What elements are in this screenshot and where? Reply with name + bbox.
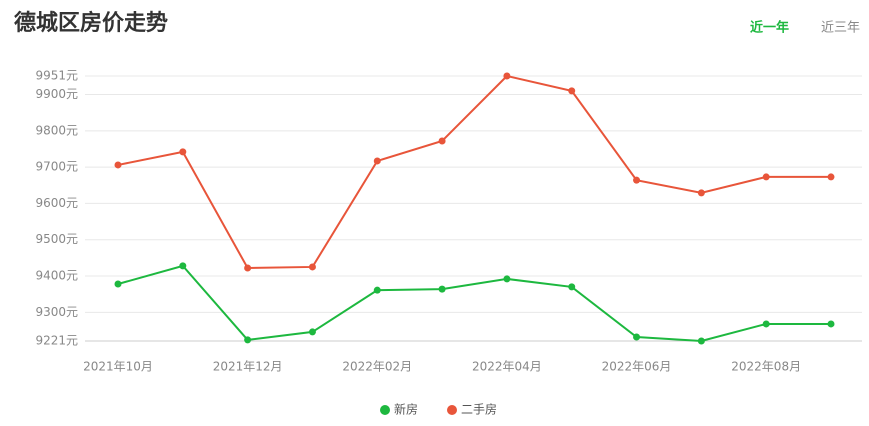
- tab[interactable]: 近三年: [821, 21, 860, 36]
- x-tick-label: 2022年02月: [342, 360, 412, 374]
- data-point: [633, 176, 641, 184]
- data-point: [697, 337, 705, 345]
- data-point: [633, 333, 641, 341]
- x-tick-label: 2021年10月: [83, 360, 153, 374]
- data-point: [308, 263, 316, 271]
- series-line: [117, 264, 831, 343]
- x-tick-label: 2022年06月: [602, 360, 672, 374]
- y-tick-label: 9300元: [35, 305, 78, 319]
- data-point: [179, 148, 187, 156]
- x-tick-label: 2022年04月: [472, 360, 542, 374]
- chart-title: 德城区房价走势: [14, 10, 168, 36]
- legend-label: 二手房: [461, 402, 497, 417]
- legend-marker: [447, 405, 457, 415]
- data-point: [568, 283, 576, 291]
- data-point: [503, 275, 511, 283]
- data-point: [762, 320, 770, 328]
- data-point: [697, 189, 705, 197]
- data-point: [373, 157, 381, 165]
- y-tick-label: 9951元: [35, 69, 78, 83]
- y-tick-label: 9900元: [35, 87, 78, 101]
- data-point: [438, 285, 446, 293]
- data-point: [503, 72, 511, 80]
- data-point: [438, 137, 446, 145]
- legend-label: 新房: [394, 402, 418, 417]
- x-tick-label: 2022年08月: [731, 360, 801, 374]
- data-point: [373, 286, 381, 294]
- data-point: [244, 336, 252, 344]
- data-point: [114, 161, 122, 169]
- y-tick-label: 9800元: [35, 123, 78, 137]
- y-tick-label: 9700元: [35, 160, 78, 174]
- tab[interactable]: 近一年: [750, 20, 789, 36]
- y-tick-label: 9500元: [35, 232, 78, 246]
- data-point: [179, 262, 187, 270]
- data-point: [827, 173, 835, 181]
- y-tick-label: 9600元: [35, 196, 78, 210]
- data-point: [114, 280, 122, 288]
- data-point: [244, 264, 252, 272]
- data-point: [762, 173, 770, 181]
- legend-marker: [380, 405, 390, 415]
- y-tick-label: 9221元: [35, 334, 78, 348]
- data-point: [827, 320, 835, 328]
- y-tick-label: 9400元: [35, 269, 78, 283]
- series-line: [117, 74, 831, 270]
- data-point: [568, 87, 576, 95]
- data-point: [308, 328, 316, 336]
- x-tick-label: 2021年12月: [213, 360, 283, 374]
